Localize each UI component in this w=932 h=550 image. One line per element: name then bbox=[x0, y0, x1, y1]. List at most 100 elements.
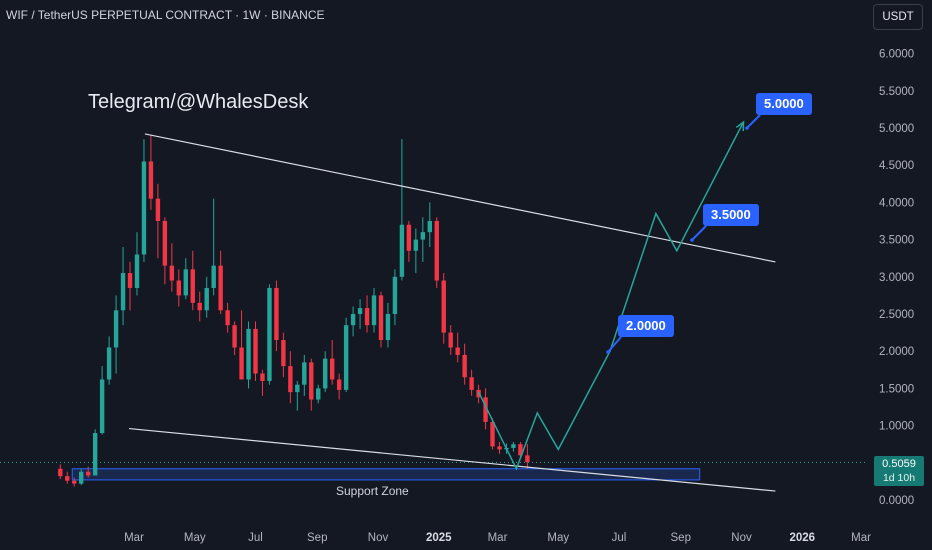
candle-body[interactable] bbox=[323, 358, 328, 389]
y-tick-label: 3.5000 bbox=[879, 235, 914, 247]
candle-body[interactable] bbox=[190, 269, 195, 303]
y-tick-label: 6.0000 bbox=[879, 49, 914, 61]
projection-path[interactable] bbox=[477, 121, 745, 471]
target-label-3-5[interactable]: 3.5000 bbox=[703, 204, 759, 226]
candle-body[interactable] bbox=[141, 161, 147, 255]
candle-body[interactable] bbox=[148, 161, 154, 199]
x-tick-label: Mar bbox=[851, 532, 871, 544]
target-connector bbox=[746, 114, 761, 129]
candle-body[interactable] bbox=[385, 314, 391, 341]
candle-body[interactable] bbox=[218, 265, 223, 311]
candle-body[interactable] bbox=[497, 446, 502, 450]
y-tick-label: 5.5000 bbox=[879, 86, 914, 98]
candle-body[interactable] bbox=[525, 455, 530, 463]
candle-body[interactable] bbox=[106, 347, 112, 380]
candle-body[interactable] bbox=[267, 287, 272, 381]
candle-body[interactable] bbox=[155, 198, 161, 221]
candle-body[interactable] bbox=[302, 362, 307, 385]
target-point[interactable] bbox=[690, 238, 694, 242]
candle-body[interactable] bbox=[65, 476, 70, 481]
candle-body[interactable] bbox=[462, 354, 467, 378]
candle-body[interactable] bbox=[511, 444, 516, 448]
x-tick-label: May bbox=[184, 532, 206, 544]
candle-body[interactable] bbox=[336, 379, 342, 390]
candle-body[interactable] bbox=[357, 308, 363, 314]
candle-body[interactable] bbox=[378, 295, 384, 341]
candle-body[interactable] bbox=[176, 280, 182, 296]
y-tick-label: 1.5000 bbox=[879, 383, 914, 395]
candle-body[interactable] bbox=[239, 347, 244, 380]
candle-body[interactable] bbox=[127, 273, 133, 288]
candle-body[interactable] bbox=[58, 468, 63, 477]
x-tick-label: Jul bbox=[612, 532, 627, 544]
candle-body[interactable] bbox=[448, 332, 453, 348]
candle-body[interactable] bbox=[274, 287, 279, 341]
target-label-2[interactable]: 2.0000 bbox=[618, 315, 674, 337]
target-label-5[interactable]: 5.0000 bbox=[756, 93, 812, 115]
candle-body[interactable] bbox=[350, 314, 356, 326]
candle-body[interactable] bbox=[469, 377, 474, 390]
candle-body[interactable] bbox=[434, 221, 439, 281]
candle-body[interactable] bbox=[490, 421, 495, 447]
candle-body[interactable] bbox=[329, 358, 335, 380]
candle-body[interactable] bbox=[309, 362, 314, 400]
x-tick-label: Jul bbox=[248, 532, 263, 544]
candle-body[interactable] bbox=[232, 325, 237, 348]
candle-body[interactable] bbox=[281, 340, 286, 367]
candle-body[interactable] bbox=[399, 224, 405, 277]
x-tick-label: Mar bbox=[488, 532, 508, 544]
x-tick-label: Sep bbox=[671, 532, 691, 544]
candle-body[interactable] bbox=[92, 433, 98, 476]
candle-body[interactable] bbox=[427, 221, 432, 233]
x-tick-label: 2026 bbox=[789, 532, 815, 544]
candle-body[interactable] bbox=[253, 328, 258, 374]
candle-body[interactable] bbox=[225, 310, 230, 326]
candle-body[interactable] bbox=[518, 444, 523, 456]
target-point[interactable] bbox=[745, 126, 749, 130]
y-tick-label: 3.0000 bbox=[879, 272, 914, 284]
candle-body[interactable] bbox=[295, 384, 300, 393]
x-tick-label: May bbox=[547, 532, 569, 544]
candle-body[interactable] bbox=[99, 379, 105, 434]
candle-body[interactable] bbox=[211, 265, 216, 288]
support-zone-label: Support Zone bbox=[336, 484, 409, 498]
candle-body[interactable] bbox=[364, 308, 370, 326]
candle-body[interactable] bbox=[288, 366, 293, 393]
x-tick-label: 2025 bbox=[426, 532, 452, 544]
current-price-value: 0.5059 bbox=[882, 458, 916, 470]
candle-body[interactable] bbox=[343, 325, 349, 390]
candle-body[interactable] bbox=[483, 397, 488, 422]
candle-body[interactable] bbox=[85, 471, 91, 476]
candle-body[interactable] bbox=[197, 302, 202, 311]
candle-body[interactable] bbox=[79, 471, 84, 484]
x-tick-label: Nov bbox=[731, 532, 752, 544]
candle-body[interactable] bbox=[441, 280, 446, 333]
candle-body[interactable] bbox=[406, 224, 412, 251]
candle-body[interactable] bbox=[392, 276, 398, 314]
candle-body[interactable] bbox=[260, 373, 265, 381]
y-tick-label: 0.0000 bbox=[879, 495, 914, 507]
support-zone[interactable] bbox=[71, 468, 701, 481]
candle-body[interactable] bbox=[413, 239, 419, 251]
candle-body[interactable] bbox=[72, 480, 77, 484]
candle-body[interactable] bbox=[246, 328, 251, 380]
candle-body[interactable] bbox=[134, 254, 140, 288]
trendline-lower[interactable] bbox=[128, 427, 776, 492]
candle-body[interactable] bbox=[183, 269, 188, 296]
target-point[interactable] bbox=[606, 350, 610, 354]
candle-body[interactable] bbox=[162, 221, 168, 266]
candle-body[interactable] bbox=[316, 388, 321, 400]
y-tick-label: 1.0000 bbox=[879, 421, 914, 433]
candle-body[interactable] bbox=[120, 273, 126, 311]
candle-body[interactable] bbox=[420, 232, 426, 240]
chart-title: WIF / TetherUS PERPETUAL CONTRACT · 1W ·… bbox=[6, 8, 325, 22]
currency-button[interactable]: USDT bbox=[873, 4, 923, 30]
candle-body[interactable] bbox=[204, 287, 209, 311]
candle-body[interactable] bbox=[169, 265, 175, 281]
candle-body[interactable] bbox=[113, 310, 119, 348]
candle-body[interactable] bbox=[455, 347, 460, 355]
candle-body[interactable] bbox=[371, 295, 377, 326]
y-tick-label: 4.5000 bbox=[879, 160, 914, 172]
